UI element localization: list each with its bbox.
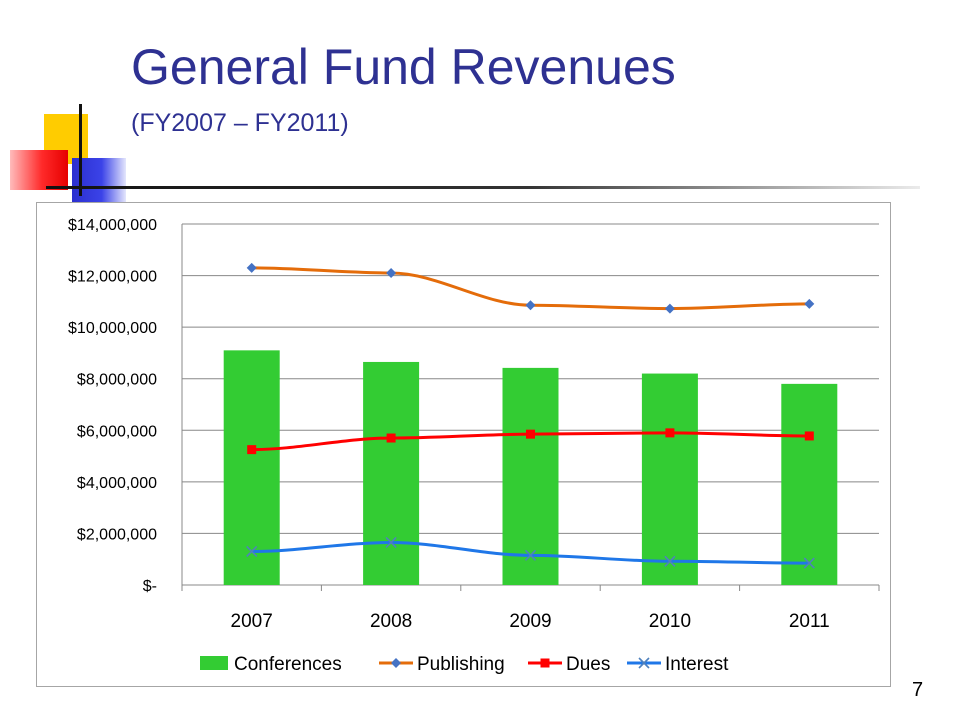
x-tick-label: 2008 <box>370 611 412 632</box>
revenue-chart: $- $2,000,000 $4,000,000 $6,000,000 $8,000,0… <box>68 217 880 675</box>
y-tick-label: $6,000,000 <box>77 423 157 440</box>
data-point <box>804 431 814 441</box>
data-point <box>525 300 536 311</box>
bar <box>502 367 559 585</box>
decor-red-square <box>10 150 68 190</box>
data-point <box>386 267 397 278</box>
data-point <box>524 549 537 561</box>
chart-frame: $- $2,000,000 $4,000,000 $6,000,000 $8,000,0… <box>36 202 891 687</box>
x-tick-label: 2010 <box>649 611 691 632</box>
page-number: 7 <box>912 679 924 701</box>
slide-title: General Fund Revenues <box>131 39 676 95</box>
data-point <box>664 555 676 567</box>
slide-subtitle: (FY2007 – FY2011) <box>131 109 349 137</box>
data-point <box>246 545 258 558</box>
legend-marker <box>391 658 401 668</box>
legend-swatch <box>200 656 228 670</box>
y-tick-label: $14,000,000 <box>68 217 157 234</box>
bar <box>781 383 838 585</box>
legend-label: Conferences <box>234 654 342 675</box>
data-point <box>385 536 397 549</box>
y-tick-label: $2,000,000 <box>77 526 157 543</box>
x-tick-label: 2011 <box>789 611 830 632</box>
data-point <box>526 429 535 439</box>
x-tick-label: 2009 <box>509 611 551 632</box>
data-point <box>246 262 257 273</box>
data-point <box>804 298 815 309</box>
legend-label: Publishing <box>417 654 505 675</box>
y-tick-label: $8,000,000 <box>77 372 157 389</box>
y-tick-label: $12,000,000 <box>68 269 157 286</box>
bar <box>641 373 698 585</box>
y-tick-label: $4,000,000 <box>77 475 157 492</box>
data-point <box>386 433 396 443</box>
y-tick-label: $- <box>143 578 157 595</box>
data-point <box>247 445 257 455</box>
legend-marker <box>540 658 550 668</box>
y-tick-label: $10,000,000 <box>68 320 157 337</box>
legend-label: Dues <box>566 654 610 675</box>
decor-horizontal-line <box>46 186 920 189</box>
data-point <box>664 303 675 314</box>
bar <box>363 361 420 585</box>
data-point <box>665 428 675 438</box>
bar <box>223 350 280 585</box>
x-tick-label: 2007 <box>231 611 273 632</box>
decor-vertical-line <box>79 104 82 196</box>
legend-label: Interest <box>665 654 729 675</box>
legend-marker <box>638 657 650 669</box>
data-point <box>803 557 815 569</box>
